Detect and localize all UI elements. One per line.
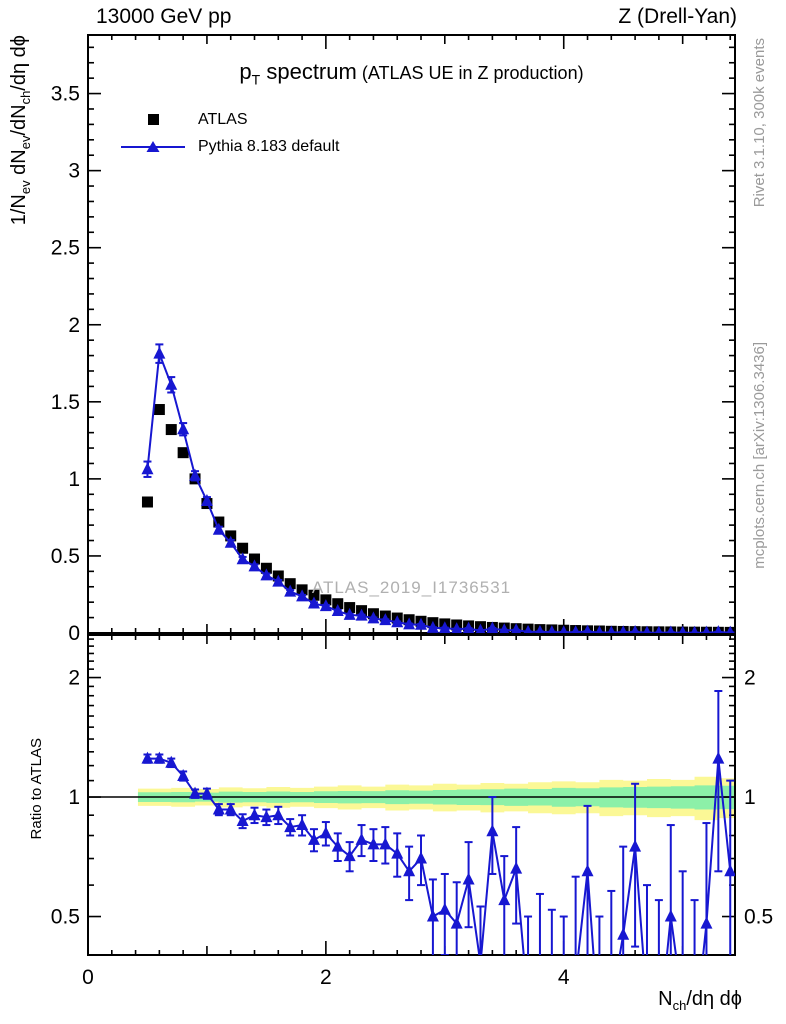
legend-marker-cell bbox=[118, 114, 188, 125]
svg-text:2: 2 bbox=[744, 667, 756, 690]
y-label-part: 1/N bbox=[8, 194, 30, 226]
svg-text:0: 0 bbox=[82, 966, 94, 989]
legend: ATLAS Pythia 8.183 default bbox=[118, 106, 339, 160]
x-label-part: /dη dϕ bbox=[686, 988, 742, 1010]
legend-marker-cell bbox=[118, 139, 188, 155]
legend-item-pythia: Pythia 8.183 default bbox=[118, 133, 339, 160]
x-label-sub: ch bbox=[672, 998, 687, 1013]
svg-text:2.5: 2.5 bbox=[51, 237, 80, 260]
x-label-part: N bbox=[658, 988, 673, 1010]
svg-text:1.5: 1.5 bbox=[51, 391, 80, 414]
ratio-y-axis-label: Ratio to ATLAS bbox=[28, 738, 45, 840]
rivet-version-note: Rivet 3.1.10, 300k events bbox=[751, 38, 768, 208]
title-pt: p bbox=[239, 59, 252, 84]
svg-text:1: 1 bbox=[744, 786, 756, 809]
legend-item-atlas: ATLAS bbox=[118, 106, 339, 133]
svg-text:0.5: 0.5 bbox=[51, 545, 80, 568]
y-label-sub: ev bbox=[18, 135, 33, 150]
mcplots-reference-note: mcplots.cern.ch [arXiv:1306.3436] bbox=[751, 342, 768, 569]
y-label-sub: ev bbox=[18, 180, 33, 195]
svg-text:3: 3 bbox=[68, 160, 80, 183]
legend-label-atlas: ATLAS bbox=[198, 110, 248, 128]
plot-title: pT spectrum (ATLAS UE in Z production) bbox=[88, 59, 735, 87]
svg-text:0.5: 0.5 bbox=[744, 906, 773, 929]
svg-text:2: 2 bbox=[68, 667, 80, 690]
pythia-line-triangle-marker-icon bbox=[121, 140, 185, 152]
atlas-square-marker-icon bbox=[147, 114, 159, 125]
svg-text:1: 1 bbox=[68, 786, 80, 809]
main-y-axis-label: 1/Nev dNev/dNch/dη dϕ bbox=[8, 35, 33, 225]
title-analysis: (ATLAS UE in Z production) bbox=[361, 63, 584, 83]
title-observable: pT spectrum bbox=[239, 59, 357, 88]
process-label: Z (Drell-Yan) bbox=[618, 5, 737, 28]
title-spectrum: spectrum bbox=[260, 59, 357, 84]
y-label-part: /dN bbox=[8, 104, 30, 136]
beam-energy-label: 13000 GeV pp bbox=[96, 5, 232, 28]
svg-text:0: 0 bbox=[68, 622, 80, 645]
y-label-sub: ch bbox=[18, 90, 33, 105]
y-label-part: /dη dϕ bbox=[8, 35, 30, 91]
x-axis-label: Nch/dη dϕ bbox=[658, 988, 742, 1013]
title-pt-sub: T bbox=[251, 71, 261, 88]
analysis-id-watermark: ATLAS_2019_I1736531 bbox=[311, 578, 512, 597]
y-label-part: dN bbox=[8, 149, 30, 181]
svg-text:2: 2 bbox=[68, 314, 80, 337]
svg-text:0.5: 0.5 bbox=[51, 906, 80, 929]
svg-text:4: 4 bbox=[558, 966, 570, 989]
svg-text:1: 1 bbox=[68, 468, 80, 491]
svg-text:2: 2 bbox=[320, 966, 332, 989]
legend-label-pythia: Pythia 8.183 default bbox=[198, 137, 340, 155]
svg-text:3.5: 3.5 bbox=[51, 83, 80, 106]
